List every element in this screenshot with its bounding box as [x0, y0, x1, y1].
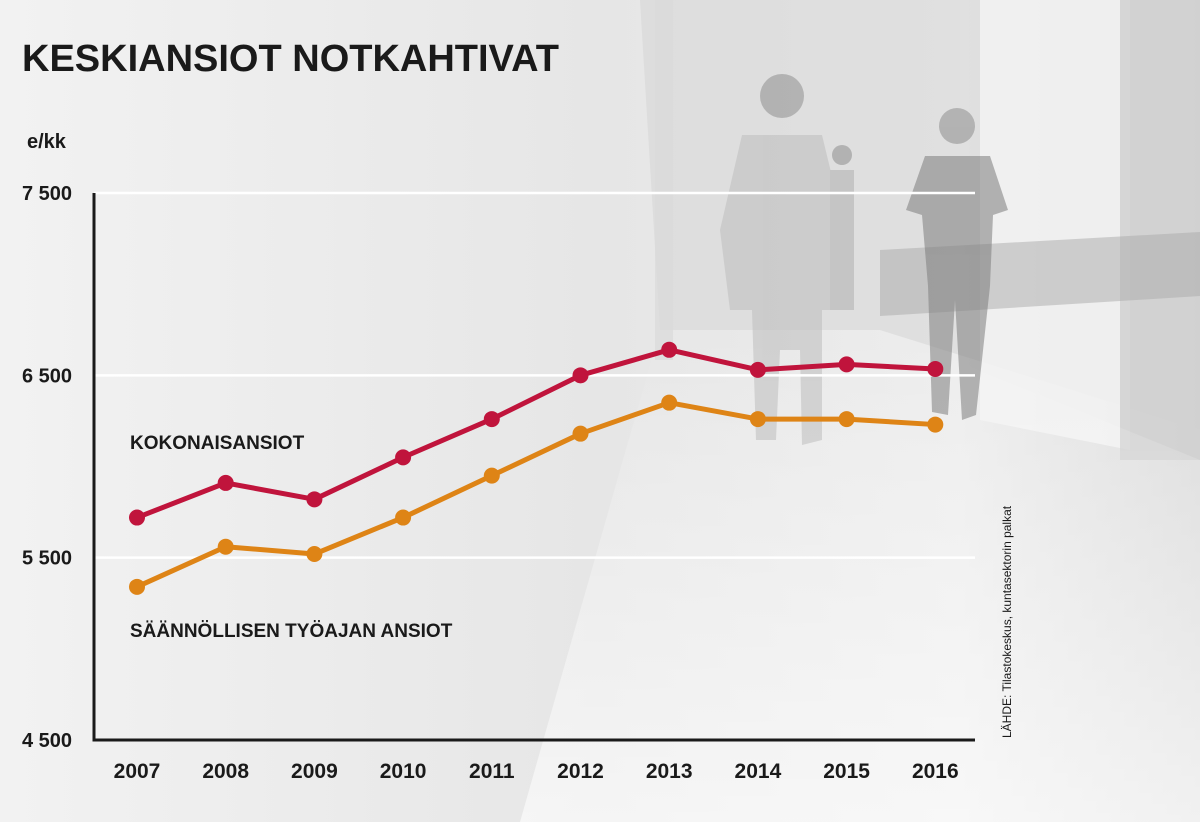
data-point-kokonaisansiot — [927, 360, 944, 377]
x-tick-label: 2009 — [291, 760, 338, 783]
series-line-saannollisen-tyoajan-ansiot — [134, 400, 938, 590]
y-axis-unit-label: e/kk — [27, 131, 67, 153]
x-tick-label: 2015 — [823, 760, 870, 783]
chart-title: KESKIANSIOT NOTKAHTIVAT — [22, 38, 559, 80]
data-point-saannollisen-tyoajan-ansiot — [749, 411, 766, 428]
x-tick-label: 2008 — [202, 760, 249, 783]
x-tick-label: 2011 — [469, 760, 515, 783]
x-tick-label: 2010 — [380, 760, 427, 783]
data-point-kokonaisansiot — [217, 474, 234, 491]
data-point-saannollisen-tyoajan-ansiot — [838, 411, 855, 428]
series-label-saannollisen-tyoajan-ansiot: SÄÄNNÖLLISEN TYÖAJAN ANSIOT — [130, 621, 453, 642]
x-tick-label: 2007 — [114, 760, 161, 783]
gridlines — [94, 191, 975, 559]
data-point-saannollisen-tyoajan-ansiot — [395, 509, 412, 526]
y-axis-ticks: 4 500 5 500 6 500 7 500 — [22, 183, 72, 752]
data-point-kokonaisansiot — [661, 341, 678, 358]
y-tick-label: 4 500 — [22, 730, 72, 752]
data-point-kokonaisansiot — [572, 367, 589, 384]
source-note: LÄHDE: Tilastokeskus, kuntasektorin palk… — [1000, 505, 1014, 738]
data-point-saannollisen-tyoajan-ansiot — [927, 416, 944, 433]
x-axis-ticks: 2007 2008 2009 2010 2011 2012 2013 2014 2015 2016 — [114, 760, 959, 783]
data-point-kokonaisansiot — [395, 449, 412, 466]
x-tick-label: 2016 — [912, 760, 959, 783]
data-point-saannollisen-tyoajan-ansiot — [483, 467, 500, 484]
data-point-saannollisen-tyoajan-ansiot — [217, 538, 234, 555]
data-point-kokonaisansiot — [749, 361, 766, 378]
data-point-kokonaisansiot — [483, 411, 500, 428]
series-line-kokonaisansiot — [134, 347, 938, 521]
x-tick-label: 2014 — [735, 760, 782, 783]
x-tick-label: 2013 — [646, 760, 693, 783]
data-point-kokonaisansiot — [129, 509, 145, 526]
y-tick-label: 6 500 — [22, 365, 72, 387]
series-label-kokonaisansiot: KOKONAISANSIOT — [130, 433, 305, 454]
data-point-kokonaisansiot — [306, 491, 323, 508]
data-point-saannollisen-tyoajan-ansiot — [572, 425, 589, 442]
data-point-saannollisen-tyoajan-ansiot — [306, 546, 323, 563]
data-point-saannollisen-tyoajan-ansiot — [129, 578, 145, 595]
y-tick-label: 5 500 — [22, 548, 72, 570]
series-group — [129, 341, 944, 595]
x-tick-label: 2012 — [557, 760, 604, 783]
data-point-saannollisen-tyoajan-ansiot — [661, 394, 678, 411]
data-point-kokonaisansiot — [838, 356, 855, 373]
y-tick-label: 7 500 — [22, 183, 72, 205]
